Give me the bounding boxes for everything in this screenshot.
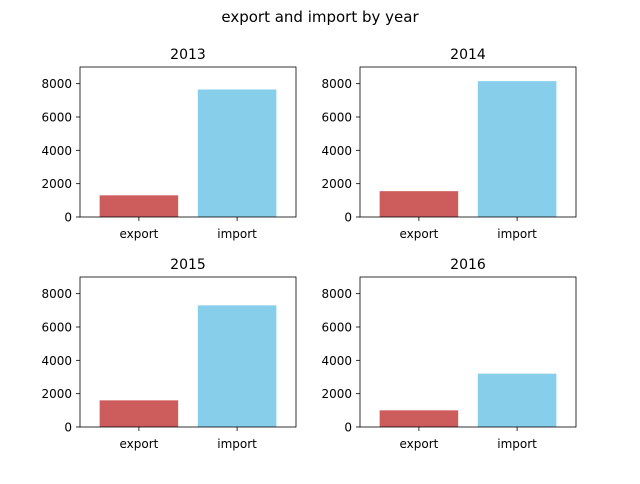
x-tick-label: export: [399, 437, 438, 451]
subplot-2015: 2015 export import 0 2000 4000 6000 8000: [41, 257, 297, 451]
y-tick-label: 8000: [41, 77, 72, 91]
y-tick-label: 0: [64, 211, 72, 225]
x-tick-label: export: [399, 227, 438, 241]
bar-import: [477, 81, 557, 218]
x-tick-label: import: [497, 437, 537, 451]
y-tick-label: 4000: [41, 144, 72, 158]
y-tick-label: 0: [344, 421, 352, 435]
y-tick-label: 4000: [321, 354, 352, 368]
subplot-title: 2016: [450, 257, 486, 273]
y-tick-label: 6000: [41, 111, 72, 125]
x-tick-label: import: [217, 227, 257, 241]
subplot-grid: 2013 export import 0 2000 4000 6000 8000 2014 exp…: [41, 47, 577, 451]
y-tick-label: 6000: [321, 321, 352, 335]
subplot-2016: 2016 export import 0 2000 4000 6000 8000: [321, 257, 577, 451]
y-tick-label: 6000: [321, 111, 352, 125]
y-tick-label: 2000: [41, 387, 72, 401]
y-tick-label: 0: [64, 421, 72, 435]
y-tick-label: 8000: [321, 77, 352, 91]
y-tick-label: 2000: [41, 177, 72, 191]
axes-frame: [359, 66, 577, 218]
y-tick-label: 2000: [321, 177, 352, 191]
figure-title: export and import by year: [221, 8, 419, 26]
y-tick-label: 6000: [41, 321, 72, 335]
x-tick-label: import: [497, 227, 537, 241]
y-tick-label: 2000: [321, 387, 352, 401]
axes-frame: [79, 276, 297, 428]
y-tick-label: 4000: [321, 144, 352, 158]
axes-frame: [359, 276, 577, 428]
bar-export: [379, 410, 459, 427]
x-tick-label: import: [217, 437, 257, 451]
x-tick-label: export: [119, 437, 158, 451]
bar-export: [99, 400, 179, 427]
y-tick-label: 8000: [321, 287, 352, 301]
bar-export: [99, 195, 179, 217]
axes-frame: [79, 66, 297, 218]
subplot-2014: 2014 export import 0 2000 4000 6000 8000: [321, 47, 577, 241]
y-tick-label: 4000: [41, 354, 72, 368]
subplot-title: 2014: [450, 47, 486, 63]
subplot-2013: 2013 export import 0 2000 4000 6000 8000: [41, 47, 297, 241]
bar-export: [379, 191, 459, 217]
bar-import: [197, 89, 277, 217]
bar-import: [477, 373, 557, 427]
x-tick-label: export: [119, 227, 158, 241]
subplot-title: 2015: [170, 257, 206, 273]
y-tick-label: 0: [344, 211, 352, 225]
y-tick-label: 8000: [41, 287, 72, 301]
subplot-title: 2013: [170, 47, 206, 63]
bar-import: [197, 305, 277, 427]
